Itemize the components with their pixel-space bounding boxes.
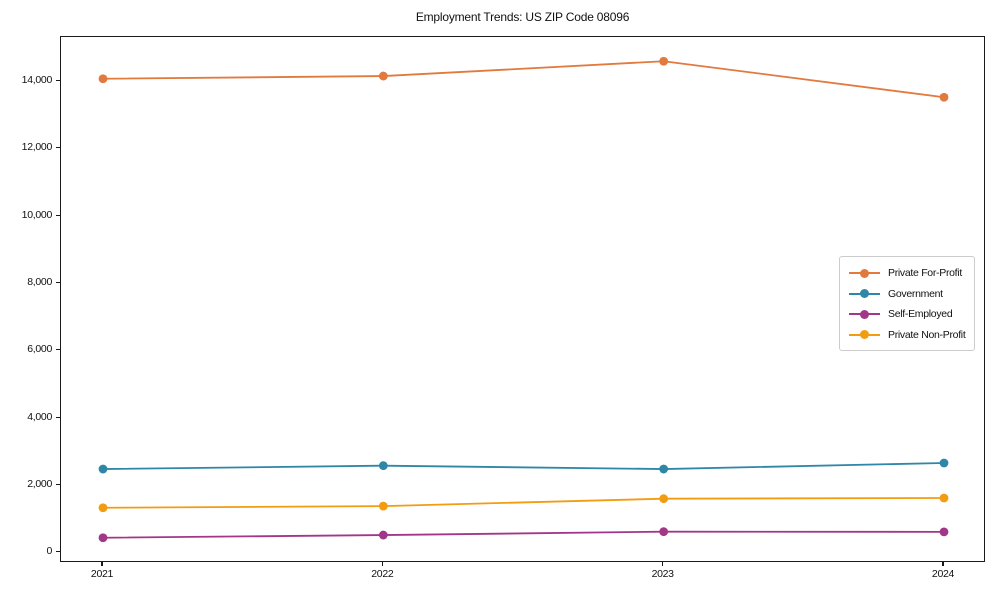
x-tick-label: 2024: [931, 568, 955, 580]
series-lines: [98, 56, 949, 543]
legend-marker-icon: [849, 268, 880, 278]
y-tick-label: 4,000: [27, 410, 52, 423]
legend-item: Government: [849, 284, 966, 305]
x-tick-label: 2021: [90, 568, 114, 580]
x-tick-mark: [942, 562, 944, 566]
y-tick-mark: [56, 281, 60, 284]
legend-item: Self-Employed: [849, 304, 966, 325]
legend-label: Government: [888, 287, 943, 300]
data-point: [98, 464, 108, 474]
series-line: [102, 60, 945, 99]
x-tick-label: 2022: [371, 568, 394, 580]
legend-marker-icon: [849, 309, 880, 319]
data-point: [378, 530, 388, 540]
y-tick-label: 10,000: [21, 208, 53, 221]
data-point: [378, 501, 388, 511]
legend-label: Self-Employed: [888, 308, 953, 321]
y-tick-mark: [56, 551, 60, 553]
y-tick-label: 6,000: [27, 343, 52, 356]
data-point: [939, 458, 949, 468]
y-tick-label: 12,000: [21, 141, 53, 154]
plot-area: Private For-Profit Government Self-Employe…: [60, 36, 985, 562]
data-point: [659, 464, 669, 474]
y-tick-label: 8,000: [27, 275, 52, 288]
data-point: [98, 74, 108, 84]
series-line: [102, 497, 945, 509]
x-tick-label: 2023: [651, 568, 674, 580]
y-tick-mark: [56, 483, 60, 486]
series-line: [102, 462, 945, 470]
y-tick-label: 14,000: [21, 73, 53, 86]
legend-label: Private Non-Profit: [888, 328, 966, 341]
data-point: [939, 527, 949, 537]
legend-item: Private For-Profit: [849, 263, 966, 284]
y-tick-mark: [56, 79, 60, 82]
x-tick-mark: [381, 562, 383, 566]
y-tick-mark: [56, 416, 60, 418]
y-tick-mark: [56, 147, 60, 149]
series-line: [102, 530, 945, 539]
data-point: [98, 503, 108, 513]
legend-item: Private Non-Profit: [849, 325, 966, 346]
data-point: [659, 494, 669, 504]
x-tick-mark: [101, 562, 103, 566]
data-point: [939, 92, 949, 102]
legend-marker-icon: [849, 330, 880, 340]
data-point: [659, 527, 669, 537]
data-point: [659, 56, 669, 66]
data-point: [378, 461, 388, 471]
y-tick-label: 2,000: [27, 478, 52, 491]
legend-label: Private For-Profit: [888, 267, 962, 280]
data-point: [378, 71, 388, 81]
y-tick-mark: [56, 214, 60, 216]
legend: Private For-Profit Government Self-Employe…: [839, 256, 975, 351]
data-point: [939, 493, 949, 503]
y-tick-label: 0: [46, 545, 52, 558]
y-tick-mark: [56, 349, 60, 351]
chart-title: Employment Trends: US ZIP Code 08096: [415, 10, 630, 24]
legend-marker-icon: [849, 289, 880, 299]
x-tick-mark: [662, 562, 664, 566]
data-point: [98, 533, 108, 543]
